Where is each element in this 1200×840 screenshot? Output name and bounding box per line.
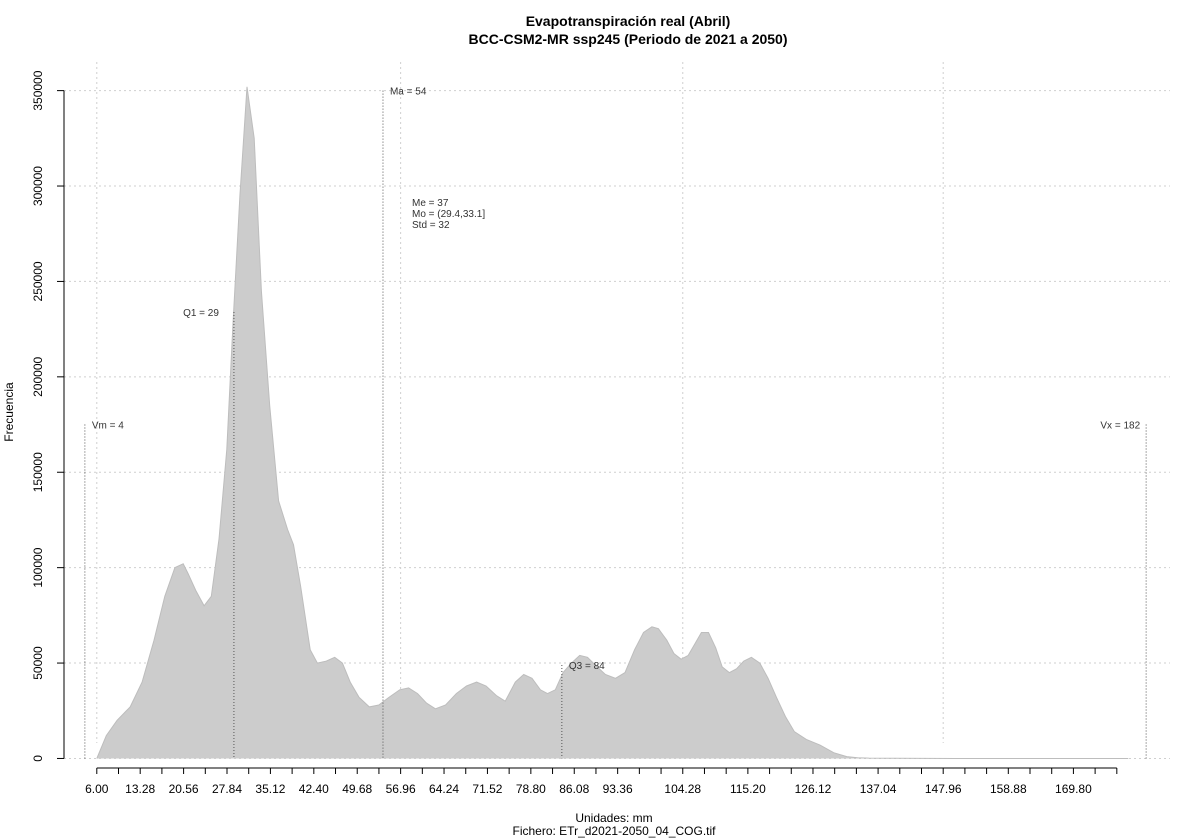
marker-label: Vm = 4 [92,421,124,432]
y-axis-label: Frecuencia [2,382,16,442]
marker-lines: Vm = 4 Q1 = 29 Ma = 54 Q3 = 84 Vx = 182 [84,87,1147,759]
chart-title: Evapotranspiración real (Abril) [526,13,731,29]
x-tick-label: 42.40 [299,782,329,796]
x-tick-label: 49.68 [342,782,372,796]
y-tick-label: 150000 [31,452,45,492]
density-outline [96,86,1129,759]
x-tick-label: 126.12 [795,782,832,796]
x-tick-label: 169.80 [1055,782,1092,796]
x-tick-label: 71.52 [472,782,502,796]
stats-line: Std = 32 [412,220,450,231]
y-tick-label: 350000 [31,70,45,110]
density-fill [96,86,1129,759]
y-tick-label: 200000 [31,356,45,396]
x-tick-label: 78.80 [516,782,546,796]
x-tick-label: 104.28 [664,782,701,796]
marker-label: Q1 = 29 [183,308,219,319]
marker-label: Q3 = 84 [569,661,605,672]
marker-label: Vx = 182 [1100,421,1140,432]
y-tick-label: 250000 [31,261,45,301]
y-tick-label: 100000 [31,547,45,587]
x-tick-label: 115.20 [730,782,766,796]
density-area [96,86,1129,759]
x-tick-label: 158.88 [990,782,1027,796]
x-tick-label: 137.04 [860,782,897,796]
file-caption: Fichero: ETr_d2021-2050_04_COG.tif [513,824,717,838]
x-tick-label: 13.28 [125,782,155,796]
x-tick-label: 93.36 [603,782,633,796]
x-tick-label: 86.08 [559,782,589,796]
x-tick-label: 20.56 [169,782,199,796]
x-tick-label: 27.84 [212,782,242,796]
stats-line: Me = 37 [412,198,449,209]
y-tick-label: 300000 [31,166,45,206]
x-tick-label: 35.12 [255,782,285,796]
x-tick-label: 64.24 [429,782,459,796]
chart-subtitle: BCC-CSM2-MR ssp245 (Periodo de 2021 a 20… [469,31,788,47]
marker-label: Ma = 54 [390,87,427,98]
y-tick-label: 0 [31,755,45,762]
axes: 0 50000 100000 150000 200000 250000 300000 3500… [31,70,1118,796]
x-tick-label: 56.96 [386,782,416,796]
x-axis-label: Unidades: mm [575,811,652,825]
y-tick-label: 50000 [31,646,45,680]
stats-line: Mo = (29.4,33.1] [412,209,485,220]
x-tick-label: 147.96 [925,782,962,796]
x-tick-label: 6.00 [85,782,109,796]
